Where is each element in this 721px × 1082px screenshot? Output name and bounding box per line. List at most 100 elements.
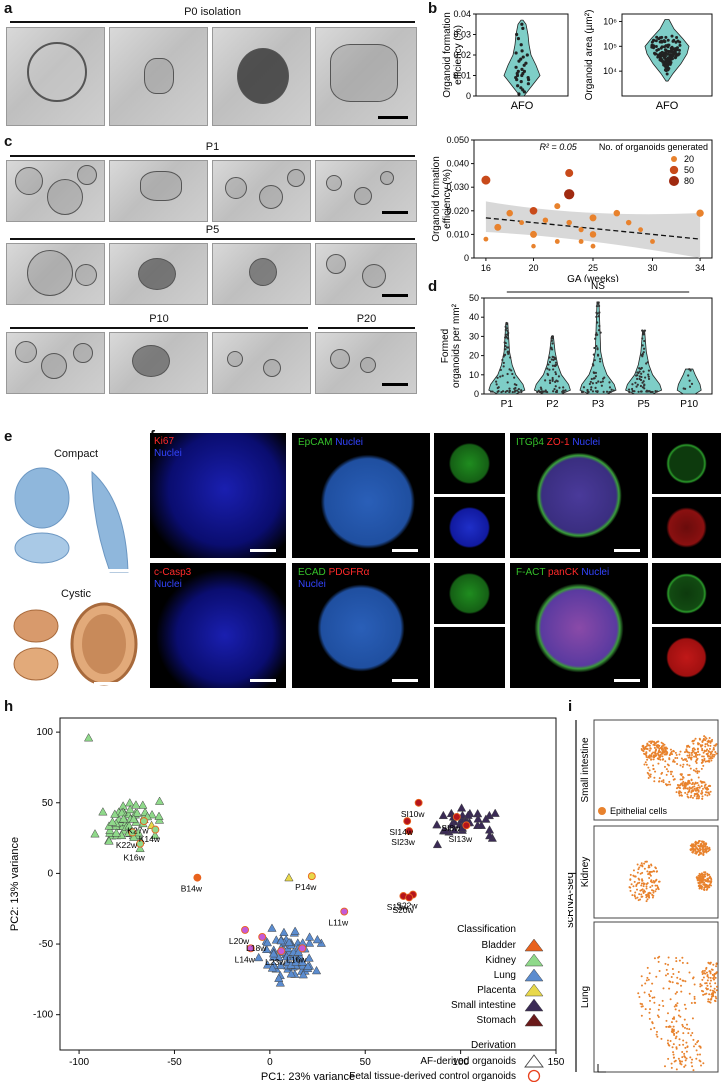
i-cell (676, 756, 679, 759)
i-cell (706, 847, 709, 850)
d-point (642, 370, 645, 373)
d-point (554, 390, 558, 394)
i-cell (680, 984, 683, 987)
b-right-point (667, 67, 671, 71)
i-cell (654, 751, 657, 754)
i-cell (633, 894, 636, 897)
i-cell (683, 1003, 686, 1006)
i-cell (690, 1002, 693, 1005)
d-point (517, 390, 520, 394)
i-cell (703, 759, 706, 762)
c-right-point (613, 209, 621, 217)
i-cell (674, 1059, 677, 1062)
c-right-ytick-label: 0.020 (446, 206, 469, 216)
i-cell (685, 1041, 688, 1044)
d-point (509, 356, 512, 359)
i-cell (691, 781, 694, 784)
i-cell (696, 770, 699, 773)
b-right-point (663, 39, 667, 43)
i-cell (697, 751, 700, 754)
i-cell (694, 1043, 697, 1046)
i-umap-box (593, 921, 719, 1073)
b-left-ytick-label: 0.01 (453, 71, 471, 81)
d-point (536, 390, 539, 394)
d-point (591, 363, 595, 366)
i-cell (683, 1026, 686, 1029)
d-point (551, 378, 554, 381)
h-point-label: S22w (396, 901, 418, 911)
i-cell (656, 1035, 659, 1038)
i-cell (651, 893, 654, 896)
i-cell (655, 888, 658, 891)
d-point (636, 377, 639, 381)
d-ytick-label: 20 (469, 351, 479, 361)
d-point (608, 386, 612, 389)
i-cell (662, 744, 665, 747)
c-right-point (481, 175, 491, 185)
i-cell (694, 1001, 697, 1004)
h-point-small-intestine (456, 803, 467, 812)
i-cell (703, 786, 706, 789)
p5-header: P5 (205, 224, 220, 236)
c-right-point (625, 219, 632, 226)
c-right-xtick-label: 30 (647, 263, 657, 273)
i-cell (708, 755, 711, 758)
i-cell (684, 1007, 687, 1010)
d-point (514, 386, 517, 390)
h-point-small-intestine (449, 825, 460, 834)
c-right-ytick-label: 0.010 (446, 229, 469, 239)
i-cell (671, 981, 674, 984)
i-cell (697, 784, 700, 787)
i-cell (692, 844, 695, 847)
d-point (552, 368, 555, 371)
i-cell (669, 980, 672, 983)
d-ytick-label: 0 (474, 389, 479, 399)
micrograph-p10-3 (212, 332, 311, 394)
d-point (641, 352, 644, 355)
i-cell (647, 978, 650, 981)
i-cell (713, 972, 716, 975)
i-cell (689, 844, 692, 847)
i-cell (678, 1038, 681, 1041)
i-cell (635, 883, 638, 886)
i-cell (636, 863, 639, 866)
itgb4-label: ITGβ4 (516, 437, 544, 448)
c-right-point (578, 239, 584, 244)
i-cell (715, 965, 718, 968)
d-point (554, 385, 557, 388)
h-point-lung (262, 960, 273, 969)
i-cell (653, 881, 656, 884)
i-cell (704, 972, 707, 975)
b-left-point (515, 32, 519, 37)
fluor-ki67: Ki67 Nuclei (150, 433, 286, 558)
d-point (600, 384, 603, 387)
d-point (502, 355, 505, 358)
i-cell (708, 736, 711, 739)
panel-label-b: b (428, 0, 438, 17)
i-cell (662, 1004, 665, 1007)
b-left-point (526, 78, 531, 82)
i-cell (668, 1025, 671, 1028)
i-cell (708, 747, 711, 750)
i-cell (701, 797, 704, 800)
d-point (596, 333, 599, 336)
i-cell (686, 1027, 689, 1030)
fluor-ecad-green (434, 563, 505, 624)
i-cell (709, 756, 712, 759)
i-cell (675, 791, 678, 794)
i-cell (641, 1003, 644, 1006)
i-cell (661, 771, 664, 774)
i-cell (653, 776, 656, 779)
d-point (588, 382, 591, 386)
i-cell (673, 1005, 676, 1008)
h-control-point (139, 817, 148, 826)
i-cell (699, 1046, 702, 1049)
i-cell (709, 979, 712, 982)
d-point (520, 390, 523, 394)
i-cell (703, 888, 706, 891)
i-cell (701, 840, 704, 843)
h-xtick-label: 100 (452, 1057, 469, 1068)
b-right-point (674, 54, 678, 58)
i-cell (704, 760, 707, 763)
d-point (505, 322, 508, 326)
